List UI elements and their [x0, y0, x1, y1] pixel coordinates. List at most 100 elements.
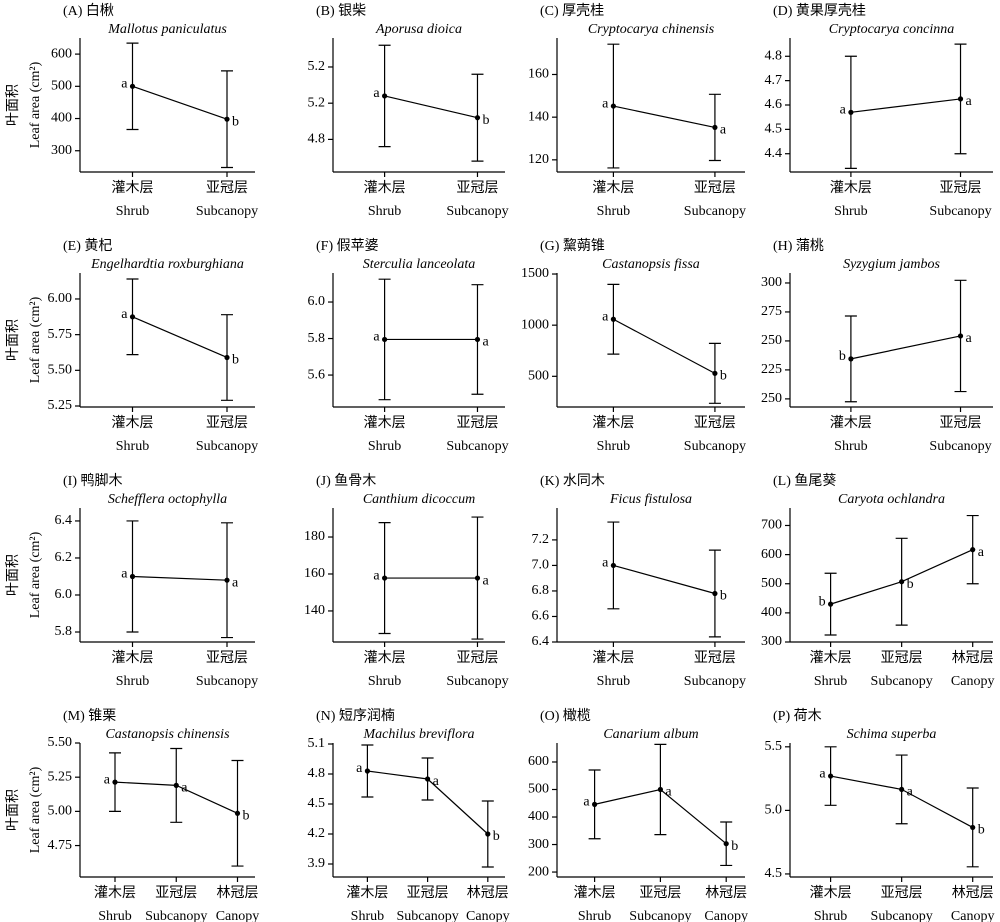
- panel-subtitle: Castanopsis chinensis: [105, 727, 230, 742]
- significance-letter: a: [602, 309, 609, 324]
- y-tick-label: 4.5: [765, 866, 783, 881]
- panel: (P) 荷木 Schima superba 4.5 5.0 5.5 灌木层 Shrub 亚冠层…: [765, 708, 995, 922]
- x-tick-label: Subcanopy: [446, 439, 508, 454]
- x-tick-label: 林冠层: [467, 885, 509, 901]
- mean-point: [848, 356, 854, 362]
- mean-point: [848, 109, 854, 115]
- significance-letter: a: [104, 772, 111, 787]
- mean-point: [723, 841, 729, 847]
- panel-subtitle: Sterculia lanceolata: [363, 257, 476, 272]
- x-tick-label: 灌木层: [364, 180, 406, 196]
- y-tick-label: 4.2: [308, 826, 326, 841]
- panel-subtitle: Castanopsis fissa: [602, 257, 700, 272]
- mean-point: [234, 810, 241, 816]
- y-tick-label: 600: [51, 46, 72, 61]
- panel: (O) 橄榄 Canarium album 200 300 400 500 600 灌木层 Sh…: [528, 708, 748, 922]
- y-axis-label: 叶面积: [5, 789, 21, 831]
- y-tick-label: 5.5: [765, 739, 783, 754]
- mean-point: [129, 314, 136, 320]
- y-tick-label: 4.5: [308, 796, 326, 811]
- significance-letter: b: [482, 113, 489, 128]
- x-tick-label: 亚冠层: [206, 651, 248, 666]
- y-tick-label: 6.6: [532, 609, 550, 624]
- significance-letter: b: [731, 839, 738, 854]
- significance-letter: b: [907, 577, 914, 592]
- y-tick-label: 5.2: [308, 59, 326, 74]
- x-tick-label: 亚冠层: [456, 651, 498, 666]
- panel-title: (L) 鱼尾葵: [773, 472, 836, 489]
- x-tick-label: Canopy: [704, 909, 748, 922]
- mean-point: [957, 96, 964, 102]
- x-tick-label: Shrub: [597, 674, 630, 689]
- significance-letter: a: [433, 774, 440, 789]
- x-tick-label: Shrub: [597, 439, 630, 454]
- y-tick-label: 4.5: [765, 122, 783, 137]
- y-tick-label: 700: [761, 518, 782, 533]
- mean-point: [224, 116, 230, 122]
- panel-title: (J) 鱼骨木: [316, 472, 376, 489]
- panel: (J) 鱼骨木 Canthium dicoccum 140 160 180 灌木层 Shru…: [304, 472, 509, 689]
- x-tick-label: 灌木层: [830, 180, 872, 196]
- mean-point: [474, 115, 481, 121]
- y-axis-label: Leaf area (cm²): [28, 296, 43, 383]
- y-tick-label: 400: [528, 809, 549, 824]
- panel-title: (D) 黄果厚壳桂: [773, 2, 866, 19]
- mean-point: [970, 824, 976, 831]
- panel: (E) 黄杞 Engelhardtia roxburghiana 叶面积 Leaf a…: [5, 237, 258, 454]
- mean-point: [474, 336, 481, 343]
- mean-point: [382, 575, 388, 581]
- mean-point: [485, 831, 491, 837]
- x-tick-label: 灌木层: [810, 885, 852, 901]
- x-tick-label: Subcanopy: [446, 204, 508, 219]
- y-tick-label: 6.4: [55, 513, 73, 528]
- y-tick-label: 5.6: [308, 367, 326, 382]
- x-tick-label: Shrub: [368, 439, 401, 454]
- mean-point: [382, 93, 388, 99]
- mean-point: [610, 562, 617, 569]
- significance-letter: a: [907, 785, 914, 800]
- y-tick-label: 6.00: [48, 291, 73, 306]
- y-axis-label: 叶面积: [5, 554, 21, 596]
- significance-letter: b: [232, 114, 239, 129]
- x-tick-label: 灌木层: [592, 650, 634, 666]
- x-tick-label: Subcanopy: [196, 439, 258, 454]
- mean-point: [364, 768, 370, 774]
- x-tick-label: Canopy: [466, 909, 510, 922]
- x-tick-label: 亚冠层: [940, 181, 982, 196]
- y-tick-label: 1500: [521, 266, 549, 281]
- y-tick-label: 6.0: [308, 294, 326, 309]
- x-tick-label: 亚冠层: [407, 886, 449, 901]
- panel-title: (H) 蒲桃: [773, 238, 824, 254]
- mean-point: [610, 316, 617, 322]
- y-tick-label: 4.4: [765, 146, 783, 161]
- mean-point: [382, 336, 388, 343]
- panel-title: (E) 黄杞: [63, 237, 112, 254]
- x-tick-label: Shrub: [351, 909, 384, 922]
- y-tick-label: 500: [51, 79, 72, 94]
- x-tick-label: Subcanopy: [684, 439, 746, 454]
- significance-letter: a: [665, 785, 672, 800]
- panel-title: (A) 白楸: [63, 3, 114, 19]
- mean-line: [613, 564, 716, 595]
- x-tick-label: Canopy: [951, 909, 995, 922]
- x-tick-label: Canopy: [216, 909, 260, 922]
- panel-title: (I) 鸭脚木: [63, 473, 123, 489]
- x-tick-label: 灌木层: [364, 415, 406, 431]
- mean-point: [899, 786, 905, 793]
- significance-letter: a: [583, 795, 590, 810]
- x-tick-label: Subcanopy: [145, 909, 207, 922]
- significance-letter: a: [482, 335, 489, 350]
- panel: (G) 黧蒴锥 Castanopsis fissa 500 1000 1500 灌木层 Sh…: [521, 238, 746, 454]
- mean-point: [224, 577, 230, 583]
- significance-letter: a: [966, 94, 973, 109]
- mean-line: [850, 98, 961, 113]
- significance-letter: a: [373, 330, 380, 345]
- significance-letter: a: [602, 556, 609, 571]
- significance-letter: b: [839, 349, 846, 364]
- mean-line: [384, 95, 478, 119]
- x-tick-label: Shrub: [814, 674, 847, 689]
- x-tick-label: 灌木层: [112, 650, 154, 666]
- y-tick-label: 600: [761, 547, 782, 562]
- panel-title: (M) 锥栗: [63, 708, 116, 724]
